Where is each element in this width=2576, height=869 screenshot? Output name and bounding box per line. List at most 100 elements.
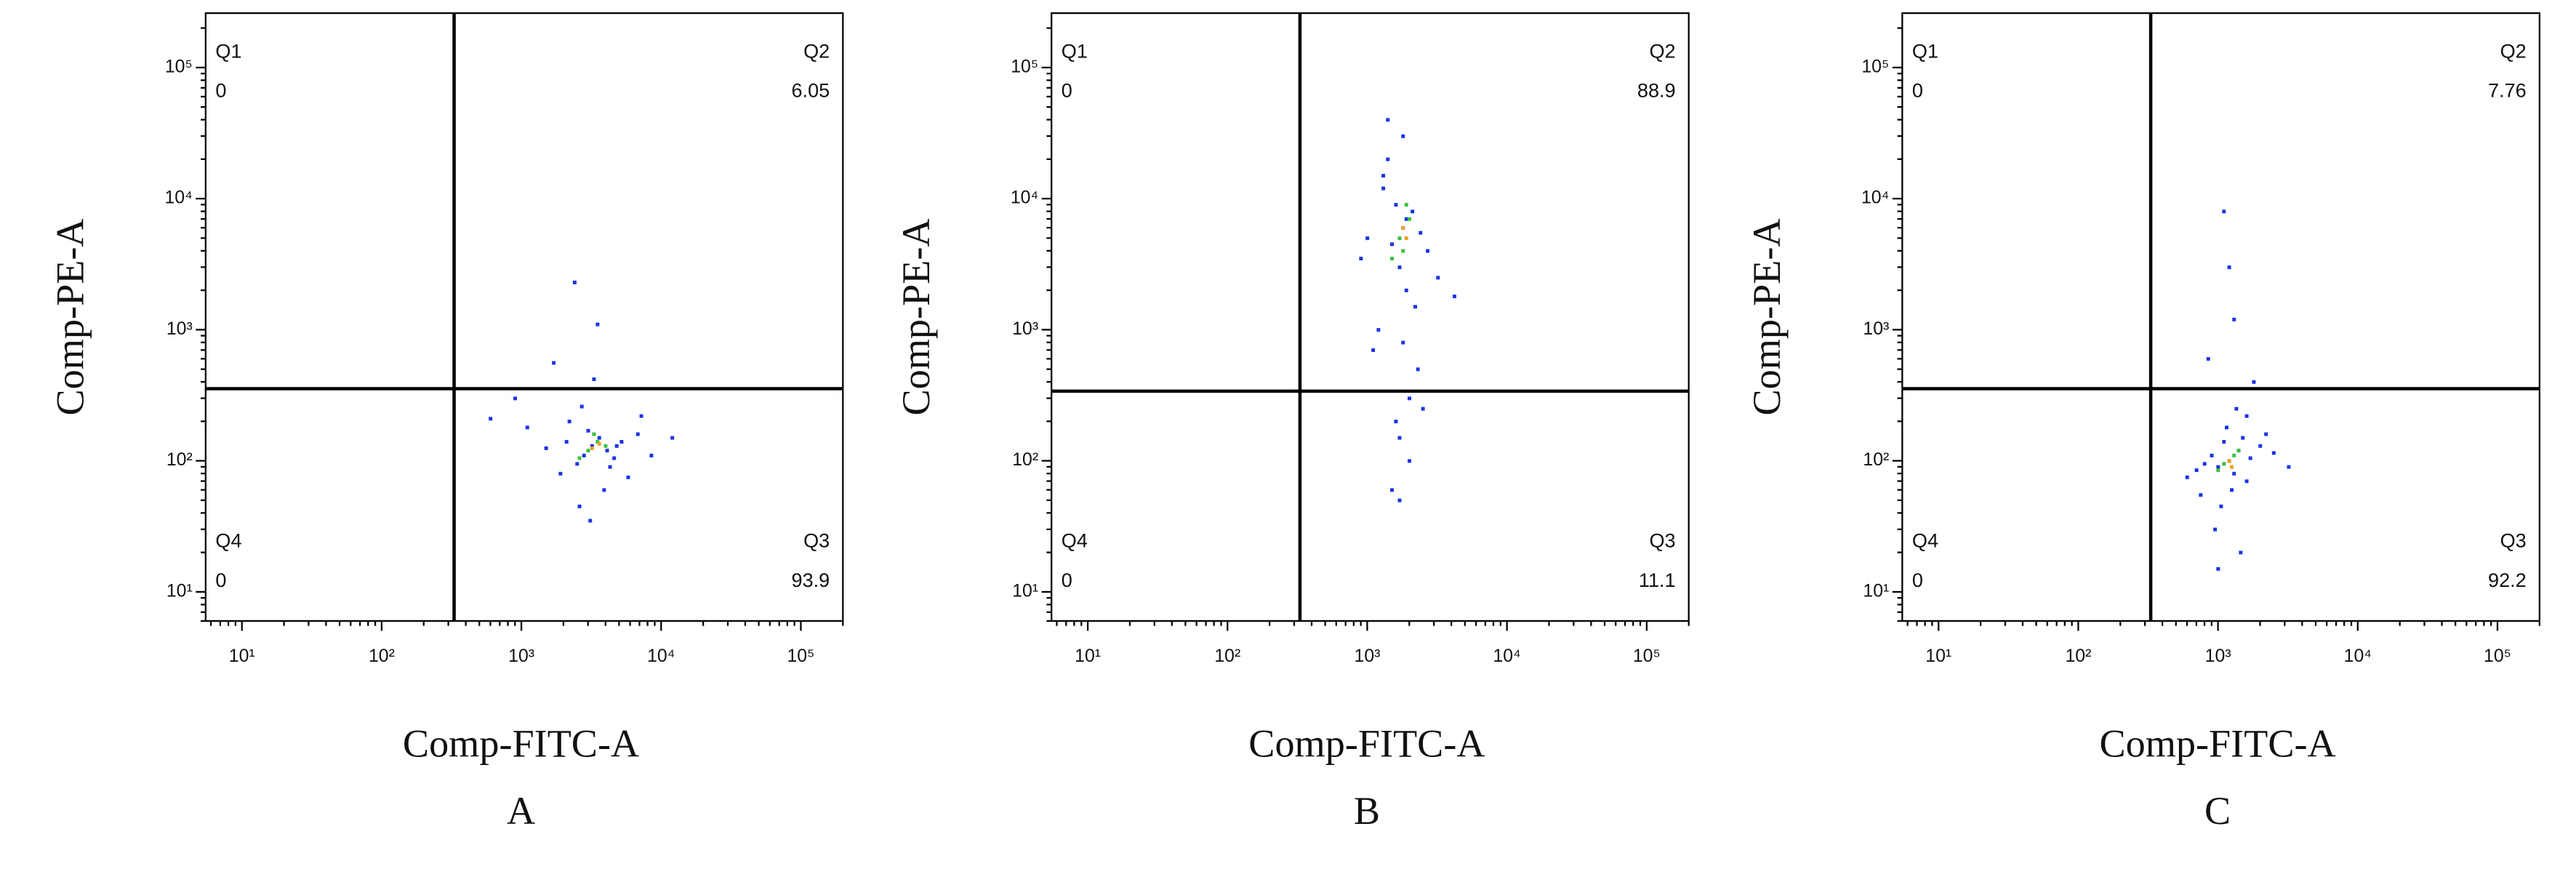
event-dot [1426,249,1430,253]
event-dot [1397,236,1402,241]
quadrant-percent: 92.2 [2488,569,2527,591]
event-dot [564,440,569,444]
event-dot [635,432,640,436]
event-dot [2194,468,2199,473]
event-dot [577,456,582,460]
event-dot [1359,257,1363,261]
event-dot [670,436,675,440]
event-dot [614,444,619,448]
event-dot [1401,134,1405,138]
event-dot [1394,420,1398,424]
event-dot [2206,357,2210,361]
event-dot [2227,459,2231,463]
event-dot [2227,265,2231,270]
event-dot [2248,456,2252,460]
event-dot [586,428,590,433]
x-tick-label: 10⁵ [787,646,815,666]
event-dot [626,475,630,479]
event-dot [2241,436,2245,440]
quadrant-percent: 0 [215,79,226,102]
event-dot [602,488,606,492]
y-tick-label: 10⁴ [1861,188,1889,208]
quadrant-name: Q4 [215,529,241,552]
event-dot [612,456,617,460]
event-dot [2229,465,2234,469]
quadrant-name: Q3 [1649,529,1675,552]
event-dot [2210,453,2214,457]
event-dot [1376,328,1381,332]
event-dot [2222,209,2226,214]
event-dot [1397,498,1402,502]
event-dot [1386,157,1390,161]
event-dot [597,436,601,440]
panel: 10¹ 10² 10³ 10⁴ 10⁵ 10¹ 10² 10³ 10⁴ 10⁵ Q1 0 Q2 88.9 Q… [894,12,1690,833]
event-dot [1401,340,1405,345]
event-dot [592,377,596,382]
quadrant-percent: 6.05 [792,79,830,102]
panel-caption: A [507,789,535,833]
event-dot [2229,488,2234,492]
event-dot [1404,288,1408,292]
event-dot [1436,276,1440,280]
event-dot [575,462,579,466]
event-dot [2232,471,2236,476]
event-dot [2271,451,2276,455]
x-axis-label: Comp-FITC-A [403,721,639,765]
plot-frame [204,12,844,622]
quadrant-name: Q3 [2500,529,2527,552]
event-dot [619,440,624,444]
event-dot [1411,209,1415,214]
y-tick-label: 10² [166,450,193,470]
event-dot [2244,414,2249,418]
x-tick-label: 10⁴ [1493,646,1521,666]
event-dot [1404,217,1408,221]
quadrant-name: Q2 [1649,39,1675,62]
x-tick-label: 10³ [1355,646,1381,666]
event-dot [2239,550,2243,555]
event-dot [582,453,586,457]
plot-frame [1051,12,1690,622]
event-dot [1386,118,1390,122]
event-dot [2222,462,2226,466]
event-dot [572,280,577,284]
event-dot [1421,407,1425,411]
x-tick-label: 10⁴ [2344,646,2372,666]
y-axis-label: Comp-PE-A [49,218,92,415]
event-dot [1408,459,1412,463]
y-tick-label: 10⁴ [1011,188,1038,208]
event-dot [603,444,608,448]
y-tick-label: 10¹ [166,581,193,601]
y-tick-label: 10⁵ [1011,57,1038,76]
panel: 10¹ 10² 10³ 10⁴ 10⁵ 10¹ 10² 10³ 10⁴ 10⁵ Q1 0 Q2 6.05 Q… [49,12,844,833]
event-dot [1408,396,1412,401]
event-dot [649,453,654,457]
event-dot [2252,380,2256,384]
panel: 10¹ 10² 10³ 10⁴ 10⁵ 10¹ 10² 10³ 10⁴ 10⁵ Q1 0 Q2 7.76 Q… [1745,12,2540,833]
event-dot [579,404,584,409]
event-dot [1365,236,1370,241]
event-dot [1394,203,1398,207]
panel-caption: B [1354,789,1380,833]
event-dot [1390,257,1395,261]
x-axis-label: Comp-FITC-A [2099,721,2335,765]
y-tick-label: 10³ [1863,319,1889,339]
quadrant-percent: 93.9 [792,569,830,591]
x-tick-label: 10³ [2205,646,2231,666]
event-dot [2264,432,2268,436]
event-dot [2236,449,2241,453]
quadrant-percent: 88.9 [1637,79,1676,102]
event-dot [1419,231,1423,235]
y-tick-label: 10¹ [1863,581,1889,601]
event-dot [525,425,529,430]
event-dot [2234,407,2239,411]
quadrant-name: Q1 [1912,39,1938,62]
x-tick-label: 10⁵ [2484,646,2511,666]
event-dot [2287,465,2291,469]
event-dot [639,414,643,418]
x-tick-label: 10⁴ [647,646,675,666]
event-dot [2202,462,2207,466]
y-tick-label: 10⁵ [1861,57,1889,76]
x-tick-label: 10¹ [1075,646,1101,666]
event-dot [588,518,593,523]
